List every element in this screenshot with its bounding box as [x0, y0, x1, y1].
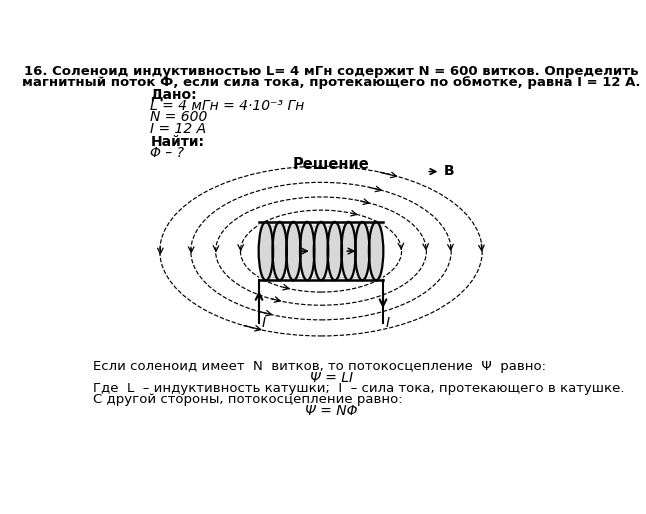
- Text: B: B: [443, 164, 454, 178]
- Text: Где  L  – индуктивность катушки;  I  – сила тока, протекающего в катушке.: Где L – индуктивность катушки; I – сила …: [93, 382, 625, 395]
- Ellipse shape: [355, 222, 370, 280]
- Text: Φ – ?: Φ – ?: [151, 146, 185, 160]
- Text: I: I: [262, 316, 266, 330]
- Ellipse shape: [300, 222, 315, 280]
- Ellipse shape: [314, 222, 328, 280]
- Bar: [259, 222, 383, 280]
- Text: I: I: [386, 316, 390, 330]
- Ellipse shape: [328, 222, 342, 280]
- Text: магнитный поток Ф, если сила тока, протекающего по обмотке, равна I = 12 А.: магнитный поток Ф, если сила тока, проте…: [22, 76, 640, 88]
- Text: С другой стороны, потокосцепление равно:: С другой стороны, потокосцепление равно:: [93, 393, 402, 406]
- Text: Если соленоид имеет  N  витков, то потокосцепление  Ψ  равно:: Если соленоид имеет N витков, то потокос…: [93, 360, 546, 374]
- Ellipse shape: [258, 222, 273, 280]
- Ellipse shape: [286, 222, 300, 280]
- Text: Ψ = LI: Ψ = LI: [309, 371, 353, 385]
- Text: Дано:: Дано:: [151, 88, 197, 102]
- Text: Найти:: Найти:: [151, 135, 205, 149]
- Text: I = 12 А: I = 12 А: [151, 122, 207, 136]
- Text: Решение: Решение: [293, 157, 370, 172]
- Text: L = 4 мГн = 4·10⁻³ Гн: L = 4 мГн = 4·10⁻³ Гн: [151, 99, 305, 113]
- Ellipse shape: [273, 222, 287, 280]
- Ellipse shape: [369, 222, 383, 280]
- Ellipse shape: [341, 222, 356, 280]
- Text: 16. Соленоид индуктивностью L= 4 мГн содержит N = 600 витков. Определить: 16. Соленоид индуктивностью L= 4 мГн сод…: [24, 65, 638, 78]
- Text: N = 600: N = 600: [151, 110, 208, 124]
- Text: Ψ = NΦ: Ψ = NΦ: [305, 403, 357, 417]
